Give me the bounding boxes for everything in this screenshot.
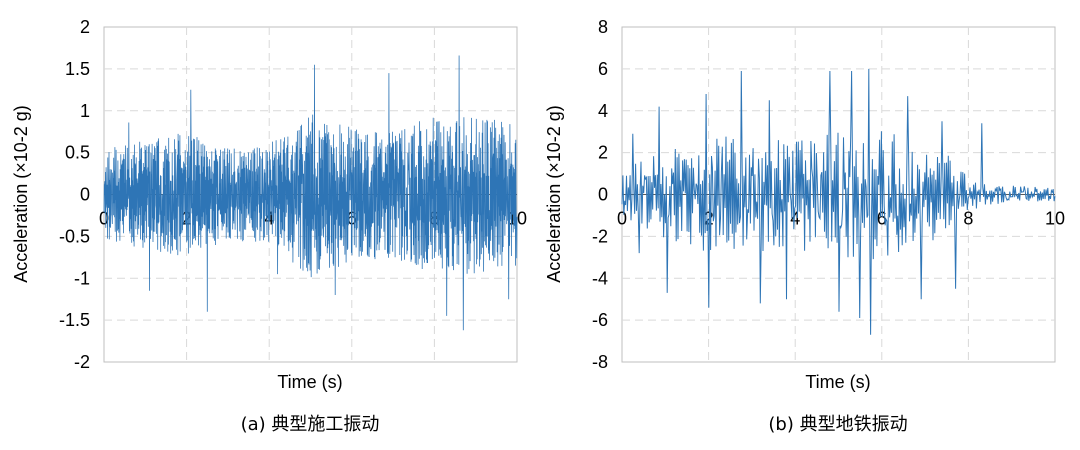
chart-a-y-tick-label: -2: [74, 352, 90, 372]
chart-a-y-tick-label: -1.5: [59, 310, 90, 330]
chart-b-x-tick-label: 0: [617, 209, 627, 229]
chart-a-y-tick-label: 0.5: [65, 143, 90, 163]
chart-b-x-tick-label: 10: [1045, 209, 1065, 229]
chart-a-x-tick-label: 0: [99, 209, 109, 229]
chart-a-y-tick-label: 1.5: [65, 59, 90, 79]
chart-b-x-tick-label: 8: [963, 209, 973, 229]
chart-a-y-tick-label: 1: [80, 101, 90, 121]
chart-a-series-line: [103, 55, 518, 331]
chart-b-y-tick-label: -2: [592, 226, 608, 246]
chart-a-x-axis-title: Time (s): [277, 372, 342, 392]
chart-b-y-tick-label: -6: [592, 310, 608, 330]
chart-b-series-line: [621, 68, 1056, 335]
chart-b-caption: (b) 典型地铁振动: [768, 414, 907, 435]
chart-a-y-tick-label: -1: [74, 268, 90, 288]
chart-b-y-tick-labels: -8 -6 -4 -2 0 2 4 6 8: [592, 17, 608, 372]
chart-a-y-tick-labels: -2 -1.5 -1 -0.5 0 0.5 1 1.5 2: [59, 17, 90, 372]
chart-a: -2-1.5-1-0.500.511.52 0 2 4 6 8 10 Time (s) A…: [11, 17, 527, 435]
chart-b: -8 -6 -4 -2 0 2 4 6 8 0 2 4 6 8 10 Time (s) Accelerat…: [544, 17, 1065, 435]
chart-b-y-tick-label: -4: [592, 268, 608, 288]
chart-b-y-tick-label: 6: [598, 59, 608, 79]
chart-b-x-tick-labels: 0 2 4 6 8 10: [617, 209, 1065, 229]
chart-b-x-tick-label: 2: [704, 209, 714, 229]
chart-b-x-tick-label: 6: [877, 209, 887, 229]
chart-b-x-tick-label: 4: [790, 209, 800, 229]
chart-b-y-axis-title: Acceleration (×10-2 g): [544, 105, 564, 283]
chart-b-y-tick-label: 8: [598, 17, 608, 37]
chart-a-y-axis-title: Acceleration (×10-2 g): [11, 105, 31, 283]
chart-b-y-tick-label: -8: [592, 352, 608, 372]
chart-a-y-tick-label: -0.5: [59, 226, 90, 246]
chart-b-y-tick-label: 4: [598, 101, 608, 121]
chart-a-caption: (a) 典型施工振动: [241, 414, 380, 435]
chart-a-y-tick-label: 0: [80, 185, 90, 205]
chart-b-x-axis-title: Time (s): [805, 372, 870, 392]
chart-b-y-tick-label: 2: [598, 143, 608, 163]
chart-b-y-tick-label: 0: [598, 185, 608, 205]
chart-a-y-tick-label: 2: [80, 17, 90, 37]
